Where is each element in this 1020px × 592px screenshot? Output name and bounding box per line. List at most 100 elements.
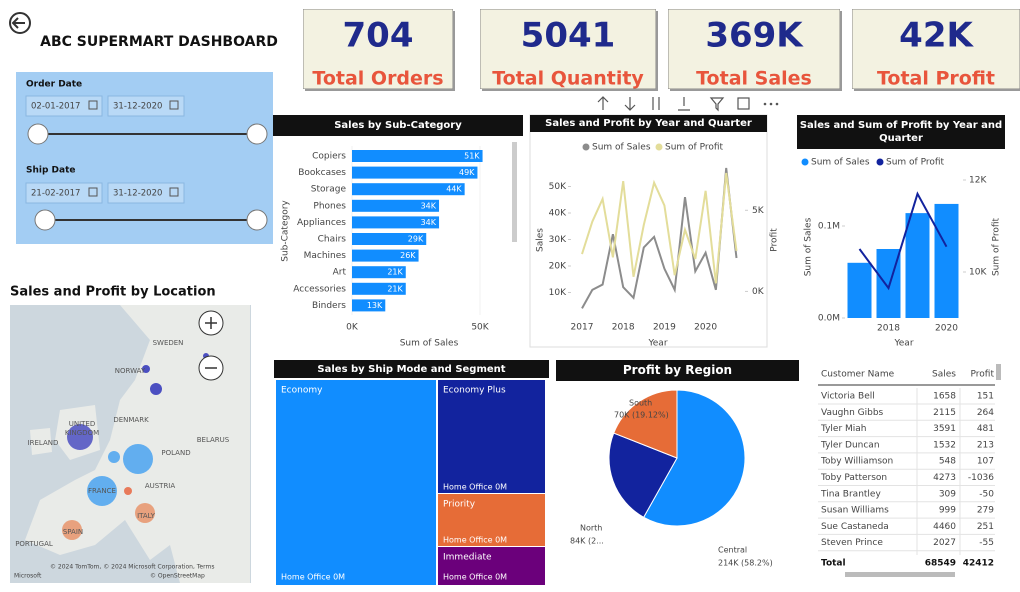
calendar-icon[interactable]	[169, 100, 179, 110]
bar[interactable]	[352, 183, 465, 196]
kpi-value: 5041	[521, 16, 616, 56]
drill[interactable]	[678, 97, 690, 111]
map-place: IRELAND	[28, 439, 59, 447]
map-bubble[interactable]	[124, 487, 132, 495]
table-total: 68549	[925, 559, 956, 569]
bar[interactable]	[847, 262, 872, 318]
slider-handle[interactable]	[246, 123, 268, 145]
series-line	[581, 167, 738, 309]
pie-slice[interactable]	[642, 389, 746, 527]
date-input[interactable]	[25, 182, 103, 204]
pie-slice[interactable]	[613, 389, 678, 459]
calendar-icon[interactable]	[169, 187, 179, 197]
legend-label: Sum of Profit	[886, 158, 945, 168]
bar[interactable]	[905, 213, 930, 318]
bar[interactable]	[352, 216, 440, 229]
bar[interactable]	[352, 282, 406, 295]
y-tick-label: Machines	[304, 251, 347, 261]
column-header: Customer Name	[821, 370, 895, 380]
pie-slice[interactable]	[608, 432, 678, 518]
y-tick-label: Bookcases	[298, 168, 346, 178]
map-attribution: © OpenStreetMap	[150, 573, 205, 580]
scrollbar[interactable]	[996, 364, 1001, 380]
kpi-bg	[852, 9, 1020, 89]
date-input[interactable]	[25, 95, 103, 117]
chart-title: Sales by Sub-Category	[273, 115, 523, 136]
x-tick-label: 2017	[571, 323, 594, 333]
map-bubble[interactable]	[87, 476, 117, 506]
table-cell: 213	[977, 440, 994, 450]
sort-down[interactable]	[624, 97, 636, 111]
slice-label: Central	[718, 546, 747, 555]
bar[interactable]	[352, 166, 478, 179]
zoom-in-icon	[205, 317, 217, 329]
y-tick-label: Appliances	[297, 218, 346, 228]
table-cell: Tyler Duncan	[820, 440, 880, 450]
bar[interactable]	[352, 249, 419, 262]
bar[interactable]	[352, 150, 483, 162]
table-total: Total	[821, 559, 846, 569]
date-input[interactable]	[107, 182, 185, 204]
more-options[interactable]	[769, 102, 773, 106]
slider-handle[interactable]	[27, 123, 49, 145]
more-options[interactable]	[763, 102, 767, 106]
data-label: 34K	[421, 218, 437, 227]
map-bubble[interactable]	[150, 383, 162, 395]
map-bubble[interactable]	[142, 365, 150, 373]
table-cell: 2027	[933, 538, 956, 548]
table-cell: -50	[979, 489, 994, 499]
bar[interactable]	[352, 299, 386, 312]
focus-mode[interactable]	[737, 97, 750, 110]
treemap-tile[interactable]	[438, 494, 545, 546]
axis-title: Profit	[770, 228, 780, 252]
axis-title: Year	[647, 339, 667, 349]
map-bubble[interactable]	[62, 520, 82, 540]
treemap-tile[interactable]	[438, 380, 545, 493]
data-label: 44K	[446, 185, 462, 194]
calendar-icon[interactable]	[88, 100, 98, 110]
slider-handle[interactable]	[246, 209, 268, 231]
table-cell: 1658	[933, 392, 956, 402]
map-bubble[interactable]	[135, 503, 155, 523]
map-bubble[interactable]	[108, 451, 120, 463]
data-label: 21K	[387, 268, 403, 277]
bar[interactable]	[352, 199, 440, 212]
scrollbar[interactable]	[845, 572, 955, 577]
table-cell: Vaughn Gibbs	[821, 408, 884, 418]
map-place: AUSTRIA	[145, 482, 176, 490]
y-tick-label: 10K	[549, 288, 567, 298]
treemap-tile[interactable]	[276, 380, 436, 585]
table-cell: 481	[977, 424, 994, 434]
expand[interactable]	[652, 97, 660, 110]
more-options[interactable]	[775, 102, 779, 106]
legend-marker	[655, 143, 663, 151]
table-cell: 264	[977, 408, 994, 418]
date-input[interactable]	[107, 95, 185, 117]
map-bubble[interactable]	[67, 424, 93, 450]
map-attribution: © 2024 TomTom, © 2024 Microsoft Corporat…	[50, 564, 214, 571]
treemap-label: Priority	[443, 500, 476, 510]
slider-handle[interactable]	[34, 209, 56, 231]
map-place: SPAIN	[63, 528, 83, 536]
y-tick-label: 30K	[549, 235, 567, 245]
bar[interactable]	[352, 233, 427, 245]
calendar-icon[interactable]	[88, 187, 98, 197]
axis-title: Sales	[536, 228, 546, 252]
map-place: FRANCE	[88, 487, 116, 495]
kpi-value: 42K	[899, 16, 974, 56]
map-bubble[interactable]	[123, 444, 153, 474]
axis-title: Year	[893, 339, 913, 349]
treemap-segment: Home Office 0M	[281, 573, 345, 582]
scrollbar[interactable]	[512, 142, 517, 242]
bar[interactable]	[352, 266, 406, 279]
bar[interactable]	[934, 203, 959, 318]
kpi-bg	[480, 9, 656, 89]
back-button[interactable]	[9, 12, 31, 34]
filter-icon[interactable]	[709, 97, 725, 112]
table-cell: 2115	[933, 408, 956, 418]
treemap-tile[interactable]	[438, 547, 545, 585]
map-place: POLAND	[161, 449, 190, 457]
sort-up[interactable]	[597, 96, 609, 110]
y-tick-label: 0.0M	[818, 314, 840, 324]
